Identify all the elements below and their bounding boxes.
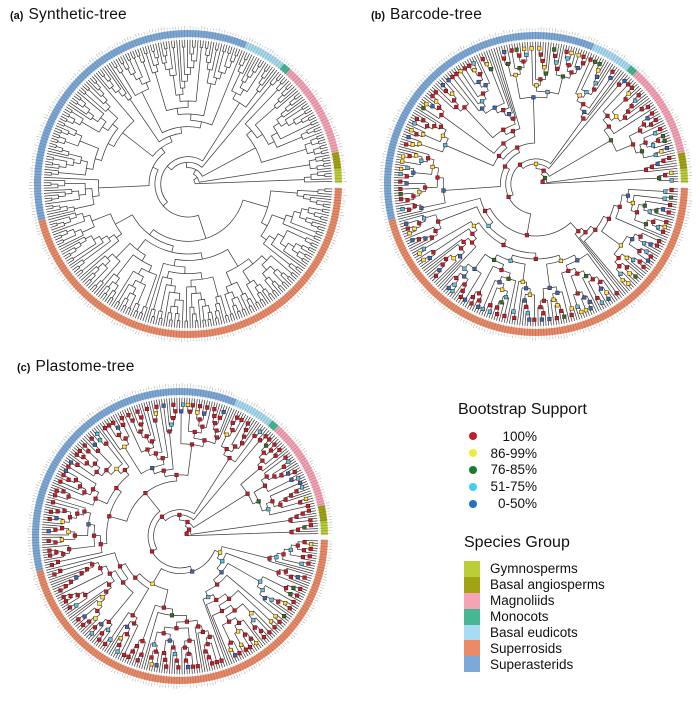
bootstrap-legend-item: 0-50% <box>458 495 587 512</box>
bootstrap-legend-item: 86-99% <box>458 445 587 462</box>
monocots-swatch-icon <box>464 608 480 625</box>
support-0-50-dot-icon <box>469 499 477 508</box>
basal-eudicots-swatch-icon <box>464 624 480 641</box>
plastome-tree-plot <box>26 382 333 689</box>
superasterids-label: Superasterids <box>490 656 574 672</box>
gymnosperms-label: Gymnosperms <box>490 561 578 577</box>
superrosids-label: Superrosids <box>490 640 563 656</box>
bootstrap-legend-item: 100% <box>458 428 587 445</box>
support-100-label: 100% <box>502 428 537 444</box>
species-legend-item: Magnoliids <box>464 592 605 609</box>
superasterids-swatch-icon <box>464 656 480 673</box>
species-legend-item: Gymnosperms <box>464 561 605 577</box>
species-legend-item: Superasterids <box>464 656 605 673</box>
panel-c-name: Plastome-tree <box>35 358 135 375</box>
species-legend-item: Superrosids <box>464 640 605 657</box>
basal-angiosperms-swatch-icon <box>464 576 480 593</box>
species-legend-item: Basal eudicots <box>464 624 605 641</box>
support-76-85-dot-icon <box>469 465 477 474</box>
support-51-75-label: 51-75% <box>490 479 537 495</box>
species-legend-title: Species Group <box>464 534 570 551</box>
monocots-label: Monocots <box>490 609 549 625</box>
support-86-99-dot-icon <box>469 449 477 458</box>
gymnosperms-swatch-icon <box>464 561 480 577</box>
panel-c-tag: (c) <box>17 362 31 374</box>
panel-c-title: (c) Plastome-tree <box>17 358 135 376</box>
bootstrap-legend-title: Bootstrap Support <box>458 401 587 418</box>
panel-b-name: Barcode-tree <box>390 6 483 23</box>
magnoliids-label: Magnoliids <box>490 593 555 609</box>
panel-a-tag: (a) <box>10 10 24 22</box>
species-legend-item: Monocots <box>464 608 605 625</box>
bootstrap-legend: Bootstrap Support 100% 86-99% 76-85% 51-… <box>458 401 587 512</box>
panel-b-title: (b) Barcode-tree <box>371 6 482 24</box>
bootstrap-legend-item: 51-75% <box>458 478 587 495</box>
species-legend: Species Group Gymnosperms Basal angiospe… <box>464 534 605 673</box>
bootstrap-legend-item: 76-85% <box>458 462 587 479</box>
support-0-50-label: 0-50% <box>497 496 537 512</box>
magnoliids-swatch-icon <box>464 592 480 609</box>
basal-eudicots-label: Basal eudicots <box>490 625 578 640</box>
synthetic-tree-plot <box>29 25 347 343</box>
superrosids-swatch-icon <box>464 640 480 657</box>
barcode-tree-plot <box>379 27 693 341</box>
basal-angiosperms-label: Basal angiosperms <box>490 577 605 593</box>
panel-a-name: Synthetic-tree <box>28 6 127 23</box>
support-51-75-dot-icon <box>469 482 477 491</box>
support-86-99-label: 86-99% <box>490 445 537 461</box>
support-76-85-label: 76-85% <box>490 462 537 478</box>
species-legend-item: Basal angiosperms <box>464 576 605 593</box>
panel-a-title: (a) Synthetic-tree <box>10 6 127 24</box>
support-100-dot-icon <box>469 432 477 441</box>
panel-b-tag: (b) <box>371 10 386 22</box>
